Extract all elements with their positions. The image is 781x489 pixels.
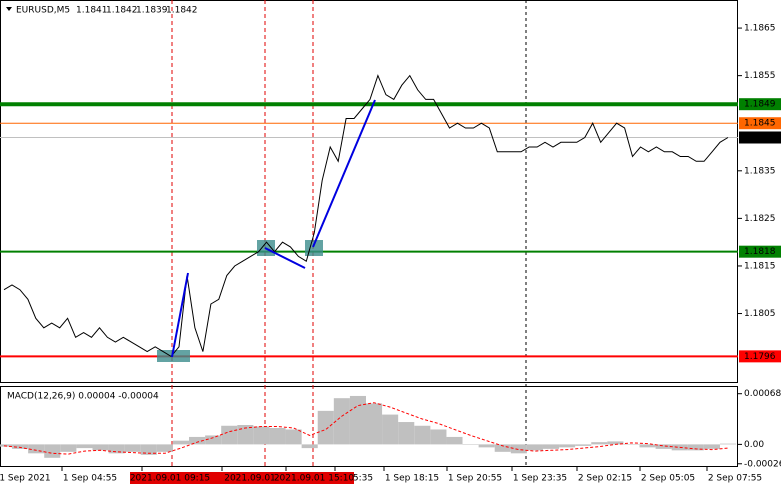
macd-bar [559,444,576,448]
macd-bar [655,444,672,449]
macd-bar [205,435,222,445]
symbol: EURUSD,M5 [16,6,70,16]
macd-bar [108,444,125,454]
macd-bar [398,422,415,445]
x-label-box [210,472,290,484]
x-tick-label: 1 Sep 23:35 [513,474,567,484]
trade-line [171,272,189,358]
ohlc-value: 1.1842 [106,6,138,16]
level-label: 1.1796 [744,352,776,362]
macd-bar [140,444,157,455]
macd-y-tick-label: 0.00 [744,440,764,450]
macd-signal [3,402,729,455]
x-tick-label: 2 Sep 05:05 [641,474,695,484]
main-frame [0,0,738,383]
macd-bar [382,414,399,445]
macd-bar [719,443,737,445]
x-tick-label: 5:35 [353,474,373,484]
plot [3,74,729,358]
macd-y-tick-label: -0.00026 [744,459,781,469]
x-tick-label: 2021.09.01 [224,474,276,484]
ohlc-value: 1.1841 [76,6,108,16]
x-tick-label: 1 Sep 2021 [0,474,51,484]
x-tick-label: 1 Sep 20:55 [448,474,502,484]
level-label: 1.1849 [744,100,776,110]
trade-box [305,240,323,256]
macd-bar [269,427,286,445]
y-tick-label: 1.1835 [744,166,776,176]
x-label-box [274,472,354,484]
macd-bar [0,444,13,447]
levels [0,102,738,358]
x-tick-label: 1 Sep 04:55 [63,474,117,484]
macd-bar [414,425,431,445]
x-tick-label: 2021.09.01 09:15 [130,474,210,484]
x-tick-label: 2 Sep 02:15 [578,474,632,484]
y-tick-label: 1.1825 [744,214,776,224]
y-tick-label: 1.1855 [744,71,776,81]
level-label: 1.1842 [744,133,776,143]
macd-bar [333,398,350,445]
macd-bar [510,444,527,454]
macd-bar [156,444,173,452]
level-label: 1.1845 [744,119,776,129]
trade-line [264,247,306,269]
macd-bar [317,410,334,445]
macd-bar [591,442,608,445]
macd-bar [478,444,495,448]
macd-bar [44,444,61,458]
level-label-box [739,245,781,258]
level-label-box [739,350,781,363]
header-arrow [6,7,12,11]
level-label-box [739,98,781,111]
macd-bar [366,403,383,445]
macd-title: MACD(12,26,9) 0.00004 -0.00004 [7,392,159,402]
macd-bar [494,444,511,452]
macd-bar [76,444,93,449]
x-tick-label: 1 Sep 18:15 [385,474,439,484]
price-line [3,74,729,358]
macd-bar [349,395,366,445]
macd-bar [12,444,29,449]
macd-bar [703,444,720,449]
macd-bar [221,425,238,445]
x-tick-label: 2021.09.01 15:10 [274,474,355,484]
macd-bar [526,444,543,451]
macd-bar [285,429,302,445]
macd-bar [28,444,45,454]
trade-line [312,99,376,248]
y-tick-label: 1.1805 [744,309,776,319]
macd-bar [92,444,109,451]
x-label-box [130,472,210,484]
level-label: 1.1818 [744,247,776,257]
macd-bar [623,444,640,445]
x-tick-label: 2 Sep 07:55 [708,474,762,484]
macd-bar [124,444,141,452]
macd-frame [0,386,738,467]
level-label-box [739,131,781,144]
macd-bar [189,436,206,445]
macd-bar [687,444,704,451]
macd-bar [301,444,318,449]
macd-bar [542,444,560,449]
macd-bar [237,425,254,445]
y-tick-label: 1.1815 [744,261,776,271]
macd-bar [60,444,77,452]
ohlc-value: 1.1842 [166,6,198,16]
y-tick-label: 1.1865 [744,24,776,34]
macd-bar [172,440,190,445]
macd-bar [639,444,656,448]
macd-bar [575,444,592,446]
macd-bar [253,426,270,445]
macd-bar [446,436,463,445]
macd-bar [462,444,479,445]
macd-bar [430,429,447,445]
macd-bar [607,441,624,445]
level-label-box [739,117,781,130]
ohlc-value: 1.1839 [136,6,168,16]
macd-y-tick-label: 0.00068 [744,389,781,399]
